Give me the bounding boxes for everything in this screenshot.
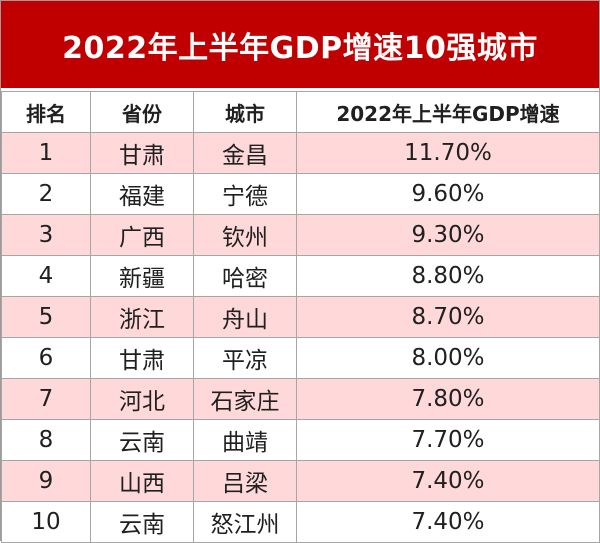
table-row: 7 河北 石家庄 7.80% [1,378,600,420]
rank-cell: 7 [1,378,91,420]
rank-cell: 8 [1,419,91,461]
city-cell: 宁德 [193,173,297,215]
rate-cell: 7.40% [296,460,600,502]
province-cell: 广西 [90,214,194,256]
rate-cell: 8.80% [296,255,600,297]
city-cell: 吕梁 [193,460,297,502]
table-row: 9 山西 吕梁 7.40% [1,460,600,502]
province-cell: 甘肃 [90,132,194,174]
column-header-rate: 2022年上半年GDP增速 [296,91,600,133]
province-cell: 云南 [90,419,194,461]
rank-cell: 6 [1,337,91,379]
rate-cell: 9.30% [296,214,600,256]
rate-cell: 9.60% [296,173,600,215]
column-header-province: 省份 [90,91,194,133]
rank-cell: 3 [1,214,91,256]
city-cell: 怒江州 [193,501,297,543]
table-row: 3 广西 钦州 9.30% [1,214,600,256]
table-title: 2022年上半年GDP增速10强城市 [1,1,599,88]
city-cell: 曲靖 [193,419,297,461]
table-row: 10 云南 怒江州 7.40% [1,501,600,543]
province-cell: 云南 [90,501,194,543]
province-cell: 新疆 [90,255,194,297]
rank-cell: 10 [1,501,91,543]
city-cell: 平凉 [193,337,297,379]
province-cell: 山西 [90,460,194,502]
rank-cell: 9 [1,460,91,502]
rate-cell: 11.70% [296,132,600,174]
column-header-city: 城市 [193,91,297,133]
rank-cell: 2 [1,173,91,215]
city-cell: 哈密 [193,255,297,297]
rate-cell: 8.00% [296,337,600,379]
header-row: 排名 省份 城市 2022年上半年GDP增速 [1,91,600,133]
table-row: 2 福建 宁德 9.60% [1,173,600,215]
province-cell: 河北 [90,378,194,420]
rank-cell: 5 [1,296,91,338]
table-row: 8 云南 曲靖 7.70% [1,419,600,461]
table-row: 5 浙江 舟山 8.70% [1,296,600,338]
column-header-rank: 排名 [1,91,91,133]
city-cell: 钦州 [193,214,297,256]
gdp-ranking-table: 排名 省份 城市 2022年上半年GDP增速 1 甘肃 金昌 11.70% 2 … [1,91,600,543]
rank-cell: 1 [1,132,91,174]
rate-cell: 7.40% [296,501,600,543]
rate-cell: 7.80% [296,378,600,420]
city-cell: 石家庄 [193,378,297,420]
province-cell: 福建 [90,173,194,215]
province-cell: 甘肃 [90,337,194,379]
table-row: 1 甘肃 金昌 11.70% [1,132,600,174]
rank-cell: 4 [1,255,91,297]
rate-cell: 7.70% [296,419,600,461]
city-cell: 金昌 [193,132,297,174]
table-row: 4 新疆 哈密 8.80% [1,255,600,297]
city-cell: 舟山 [193,296,297,338]
rate-cell: 8.70% [296,296,600,338]
table-row: 6 甘肃 平凉 8.00% [1,337,600,379]
province-cell: 浙江 [90,296,194,338]
